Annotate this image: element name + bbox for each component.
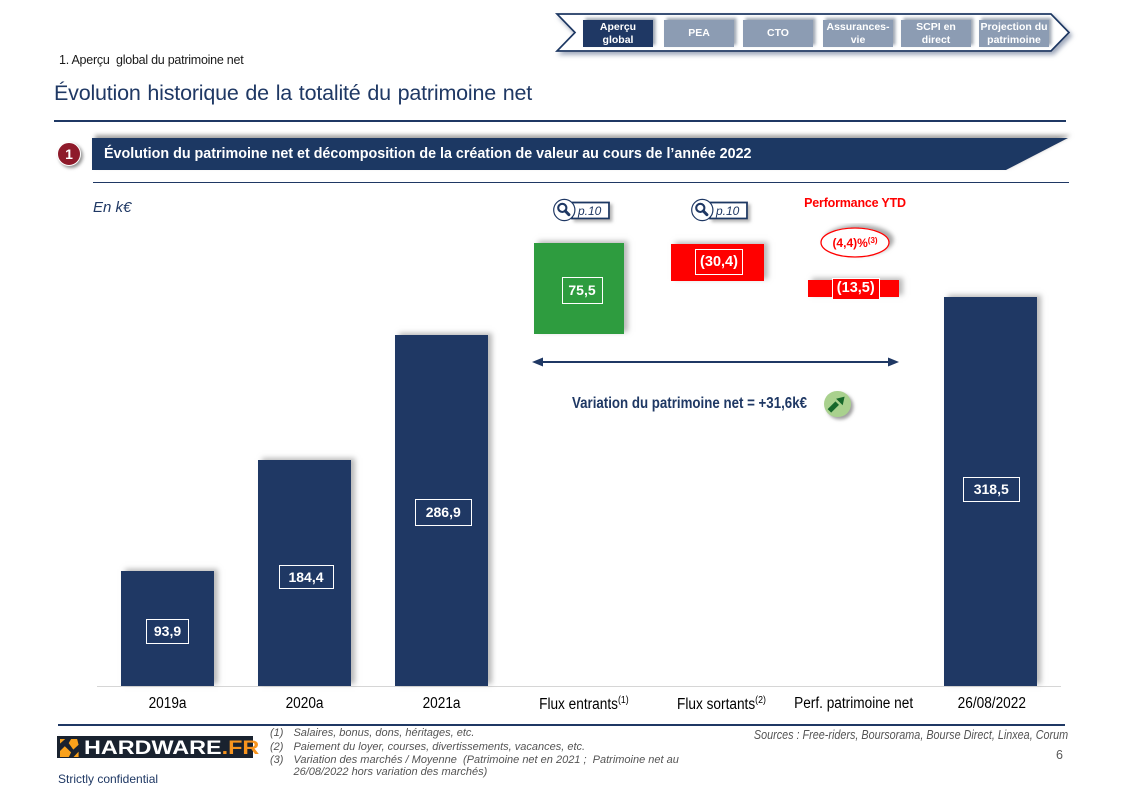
svg-text:(4,4)%(3): (4,4)%(3) (832, 236, 877, 250)
svg-text:p.10: p.10 (715, 204, 740, 218)
svg-text:p.10: p.10 (577, 204, 602, 218)
